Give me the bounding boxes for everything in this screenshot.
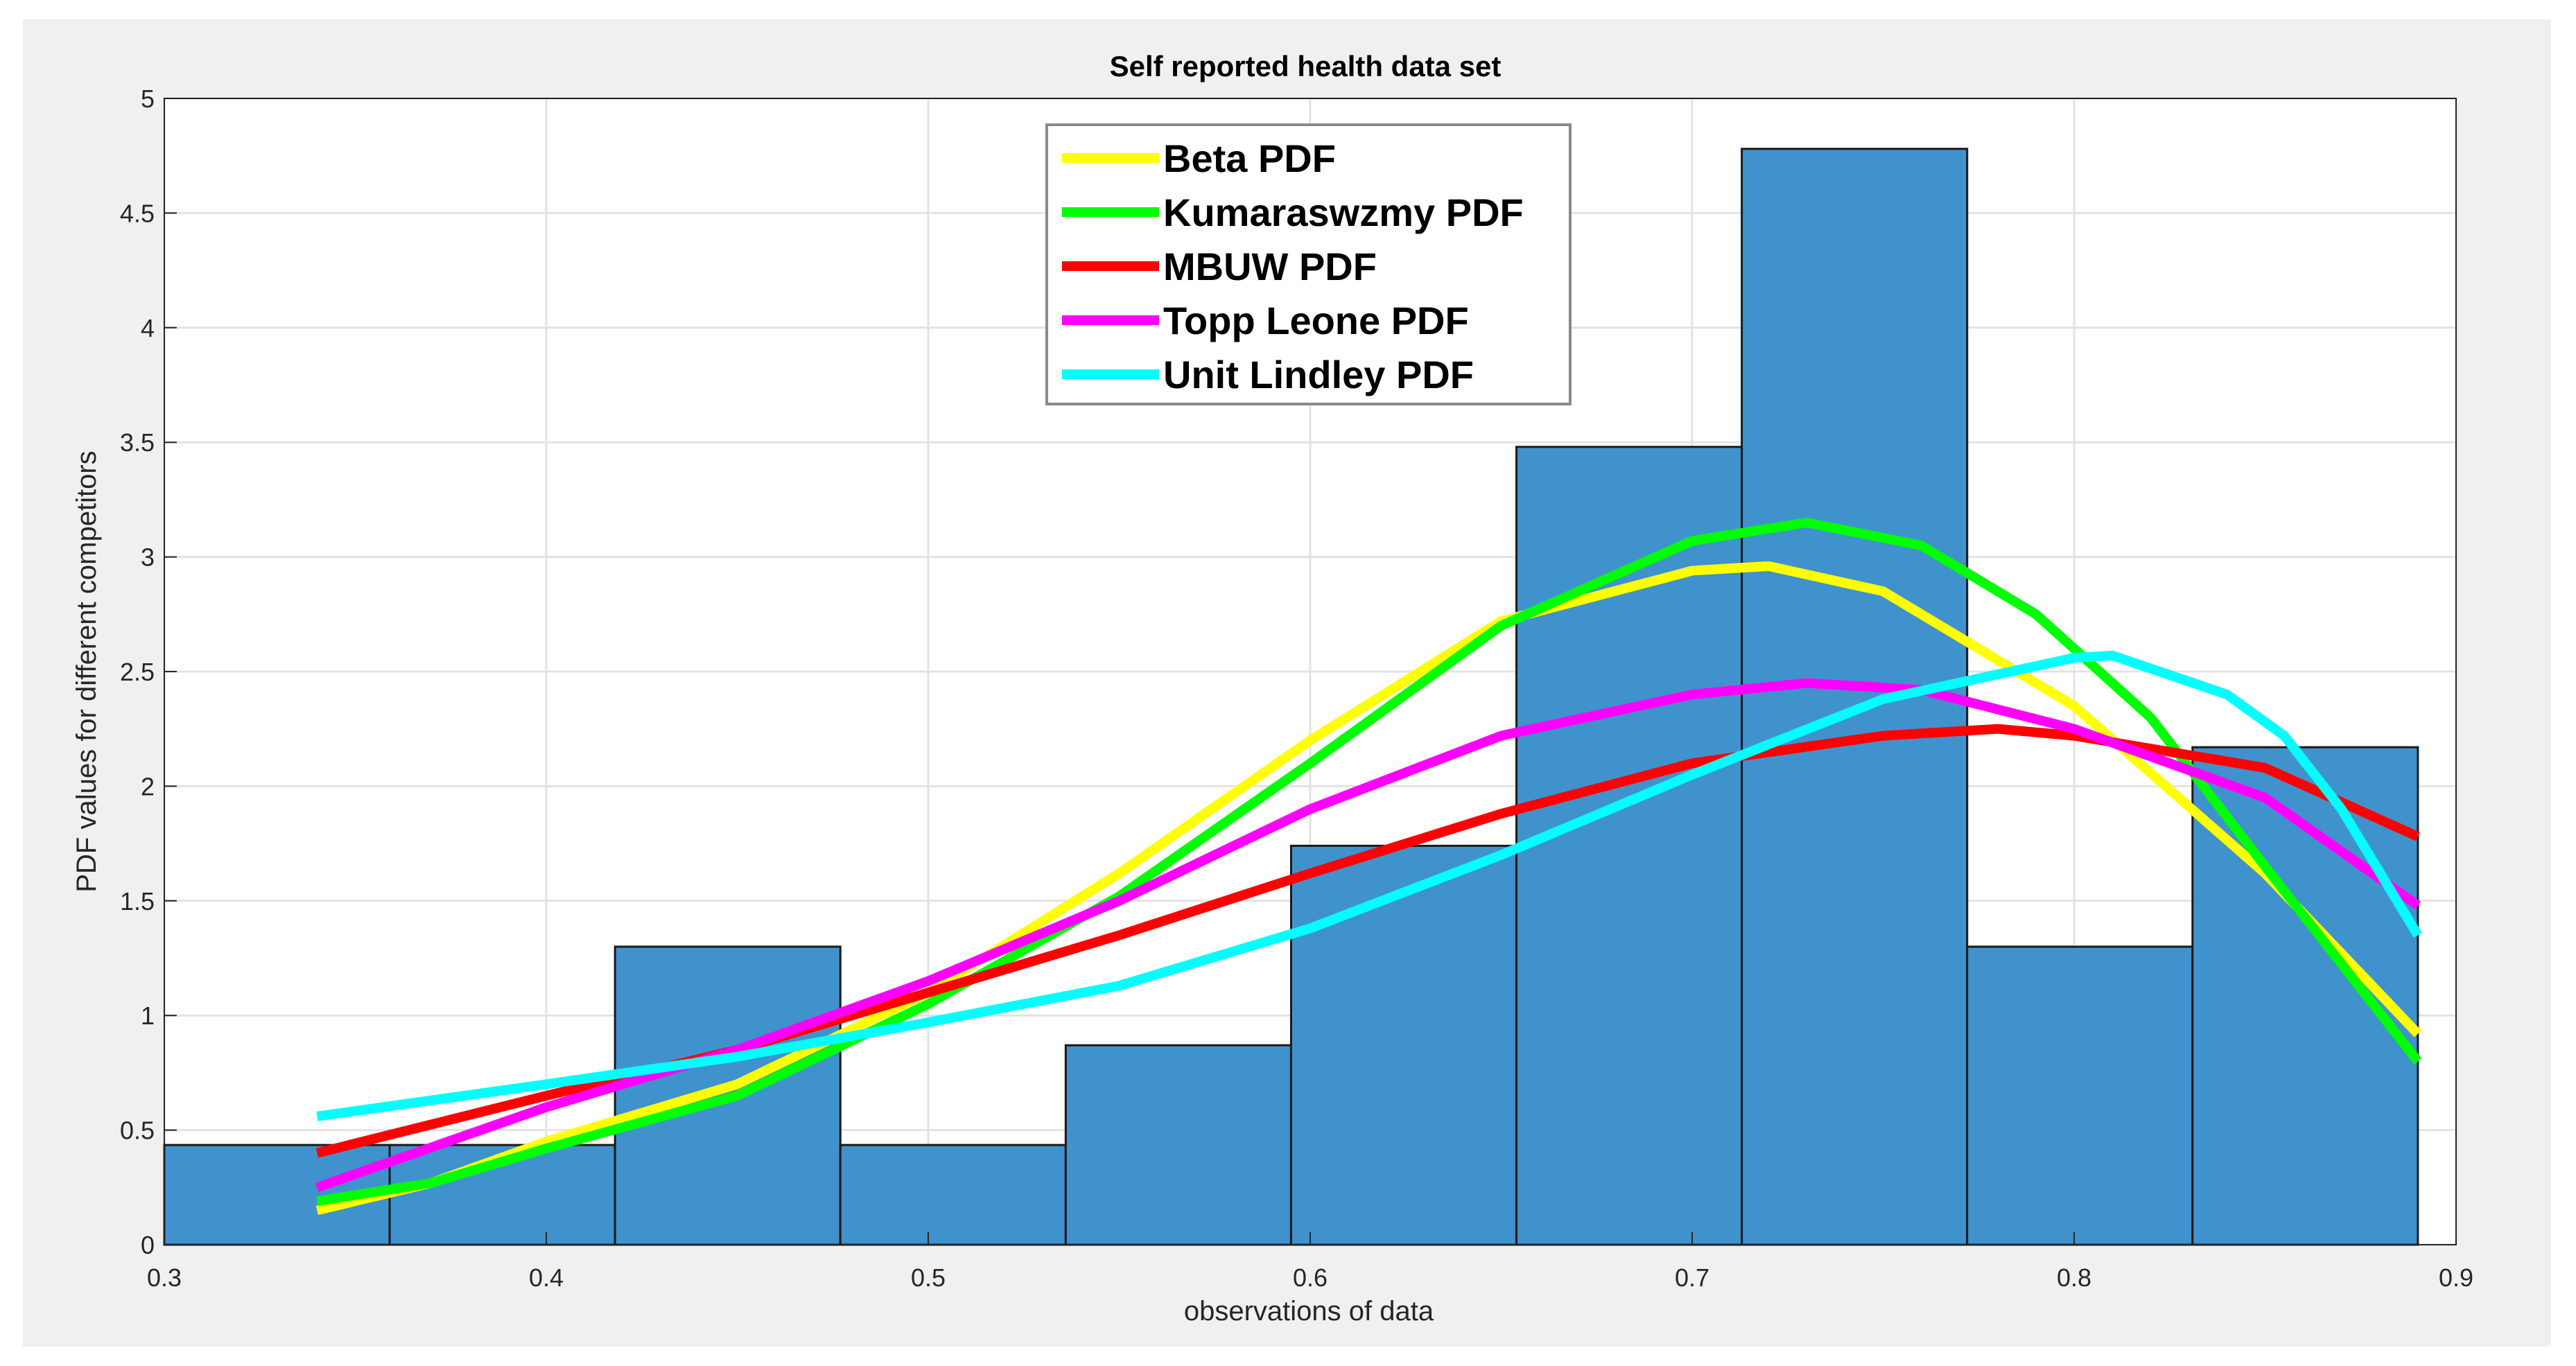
legend-label: Unit Lindley PDF xyxy=(1163,353,1474,396)
x-tick-label: 0.4 xyxy=(529,1263,564,1292)
y-tick-label: 1.5 xyxy=(120,887,155,916)
x-axis-label: observations of data xyxy=(1184,1296,1434,1326)
chart-title: Self reported health data set xyxy=(1110,50,1502,82)
histogram-bar xyxy=(839,1144,1067,1246)
y-tick-label: 4 xyxy=(141,314,155,342)
y-tick-label: 3 xyxy=(141,543,155,572)
x-tick-label: 0.3 xyxy=(147,1263,182,1292)
x-tick-label: 0.7 xyxy=(1675,1263,1709,1292)
x-axis: 0.3 0.4 0.5 0.6 0.7 0.8 0.9 xyxy=(147,1232,2473,1292)
y-tick-label: 3.5 xyxy=(120,428,155,457)
y-tick-label: 0 xyxy=(141,1231,155,1259)
y-tick-label: 2.5 xyxy=(120,658,155,686)
x-tick-label: 0.5 xyxy=(911,1263,946,1292)
x-tick-label: 0.9 xyxy=(2439,1263,2473,1292)
histogram-bar xyxy=(1064,1044,1292,1246)
y-axis-label: PDF values for different competitors xyxy=(71,450,102,892)
series-line-topp-leone-pdf xyxy=(315,678,2421,1192)
y-tick-label: 1 xyxy=(141,1001,155,1030)
legend-label: Beta PDF xyxy=(1163,137,1336,180)
histogram-bar xyxy=(1515,446,1743,1246)
legend-box xyxy=(1045,123,1572,405)
pdf-lines xyxy=(315,517,2422,1216)
legend: Beta PDF Kumaraswzmy PDF MBUW PDF Topp Leon… xyxy=(1045,123,1572,405)
legend-label: Topp Leone PDF xyxy=(1163,299,1469,342)
x-tick-label: 0.6 xyxy=(1293,1263,1328,1292)
series-line-kumaraswzmy-pdf xyxy=(316,517,2422,1207)
histogram-bar xyxy=(1966,945,2194,1246)
legend-label: MBUW PDF xyxy=(1163,245,1377,288)
series-line-beta-pdf xyxy=(315,561,2421,1216)
y-tick-label: 4.5 xyxy=(120,199,155,227)
histogram-bar xyxy=(1289,844,1518,1246)
y-tick-label: 2 xyxy=(141,772,155,800)
y-tick-label: 0.5 xyxy=(120,1117,155,1145)
x-tick-label: 0.8 xyxy=(2057,1263,2091,1292)
y-tick-label: 5 xyxy=(141,85,155,113)
y-axis: 0 0.5 1 1.5 2 2.5 3 3.5 4 4.5 5 xyxy=(120,85,177,1259)
series-line-unit-lindley-pdf xyxy=(316,650,2422,1121)
legend-label: Kumaraswzmy PDF xyxy=(1163,191,1524,234)
